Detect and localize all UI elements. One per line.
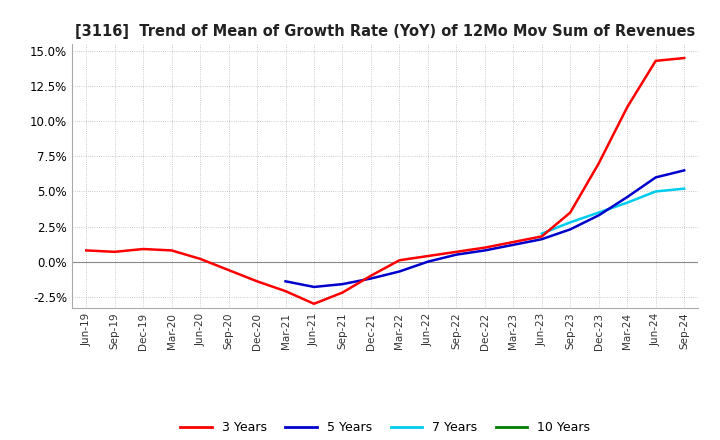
3 Years xyxy=(595,161,603,166)
5 Years xyxy=(338,282,347,287)
3 Years xyxy=(623,105,631,110)
5 Years xyxy=(652,175,660,180)
Line: 3 Years: 3 Years xyxy=(86,58,684,304)
3 Years xyxy=(338,290,347,295)
Title: [3116]  Trend of Mean of Growth Rate (YoY) of 12Mo Mov Sum of Revenues: [3116] Trend of Mean of Growth Rate (YoY… xyxy=(75,24,696,39)
7 Years xyxy=(537,231,546,236)
Line: 5 Years: 5 Years xyxy=(286,170,684,287)
5 Years xyxy=(423,259,432,264)
7 Years xyxy=(595,210,603,215)
7 Years xyxy=(652,189,660,194)
5 Years xyxy=(509,242,518,247)
Line: 7 Years: 7 Years xyxy=(541,189,684,234)
Legend: 3 Years, 5 Years, 7 Years, 10 Years: 3 Years, 5 Years, 7 Years, 10 Years xyxy=(176,416,595,439)
5 Years xyxy=(310,284,318,290)
5 Years xyxy=(480,248,489,253)
5 Years xyxy=(537,237,546,242)
5 Years xyxy=(680,168,688,173)
3 Years xyxy=(82,248,91,253)
3 Years xyxy=(167,248,176,253)
3 Years xyxy=(680,55,688,61)
5 Years xyxy=(595,213,603,218)
3 Years xyxy=(423,253,432,259)
3 Years xyxy=(196,256,204,261)
7 Years xyxy=(566,220,575,225)
5 Years xyxy=(566,227,575,232)
7 Years xyxy=(680,186,688,191)
5 Years xyxy=(452,252,461,257)
3 Years xyxy=(310,301,318,306)
3 Years xyxy=(225,268,233,273)
3 Years xyxy=(509,239,518,245)
3 Years xyxy=(366,273,375,279)
3 Years xyxy=(110,249,119,254)
3 Years xyxy=(480,245,489,250)
3 Years xyxy=(537,234,546,239)
5 Years xyxy=(395,269,404,274)
3 Years xyxy=(282,289,290,294)
3 Years xyxy=(139,246,148,252)
3 Years xyxy=(395,257,404,263)
5 Years xyxy=(366,276,375,281)
5 Years xyxy=(282,279,290,284)
7 Years xyxy=(623,200,631,205)
3 Years xyxy=(652,58,660,63)
3 Years xyxy=(253,279,261,284)
5 Years xyxy=(623,194,631,200)
3 Years xyxy=(452,249,461,254)
3 Years xyxy=(566,210,575,215)
